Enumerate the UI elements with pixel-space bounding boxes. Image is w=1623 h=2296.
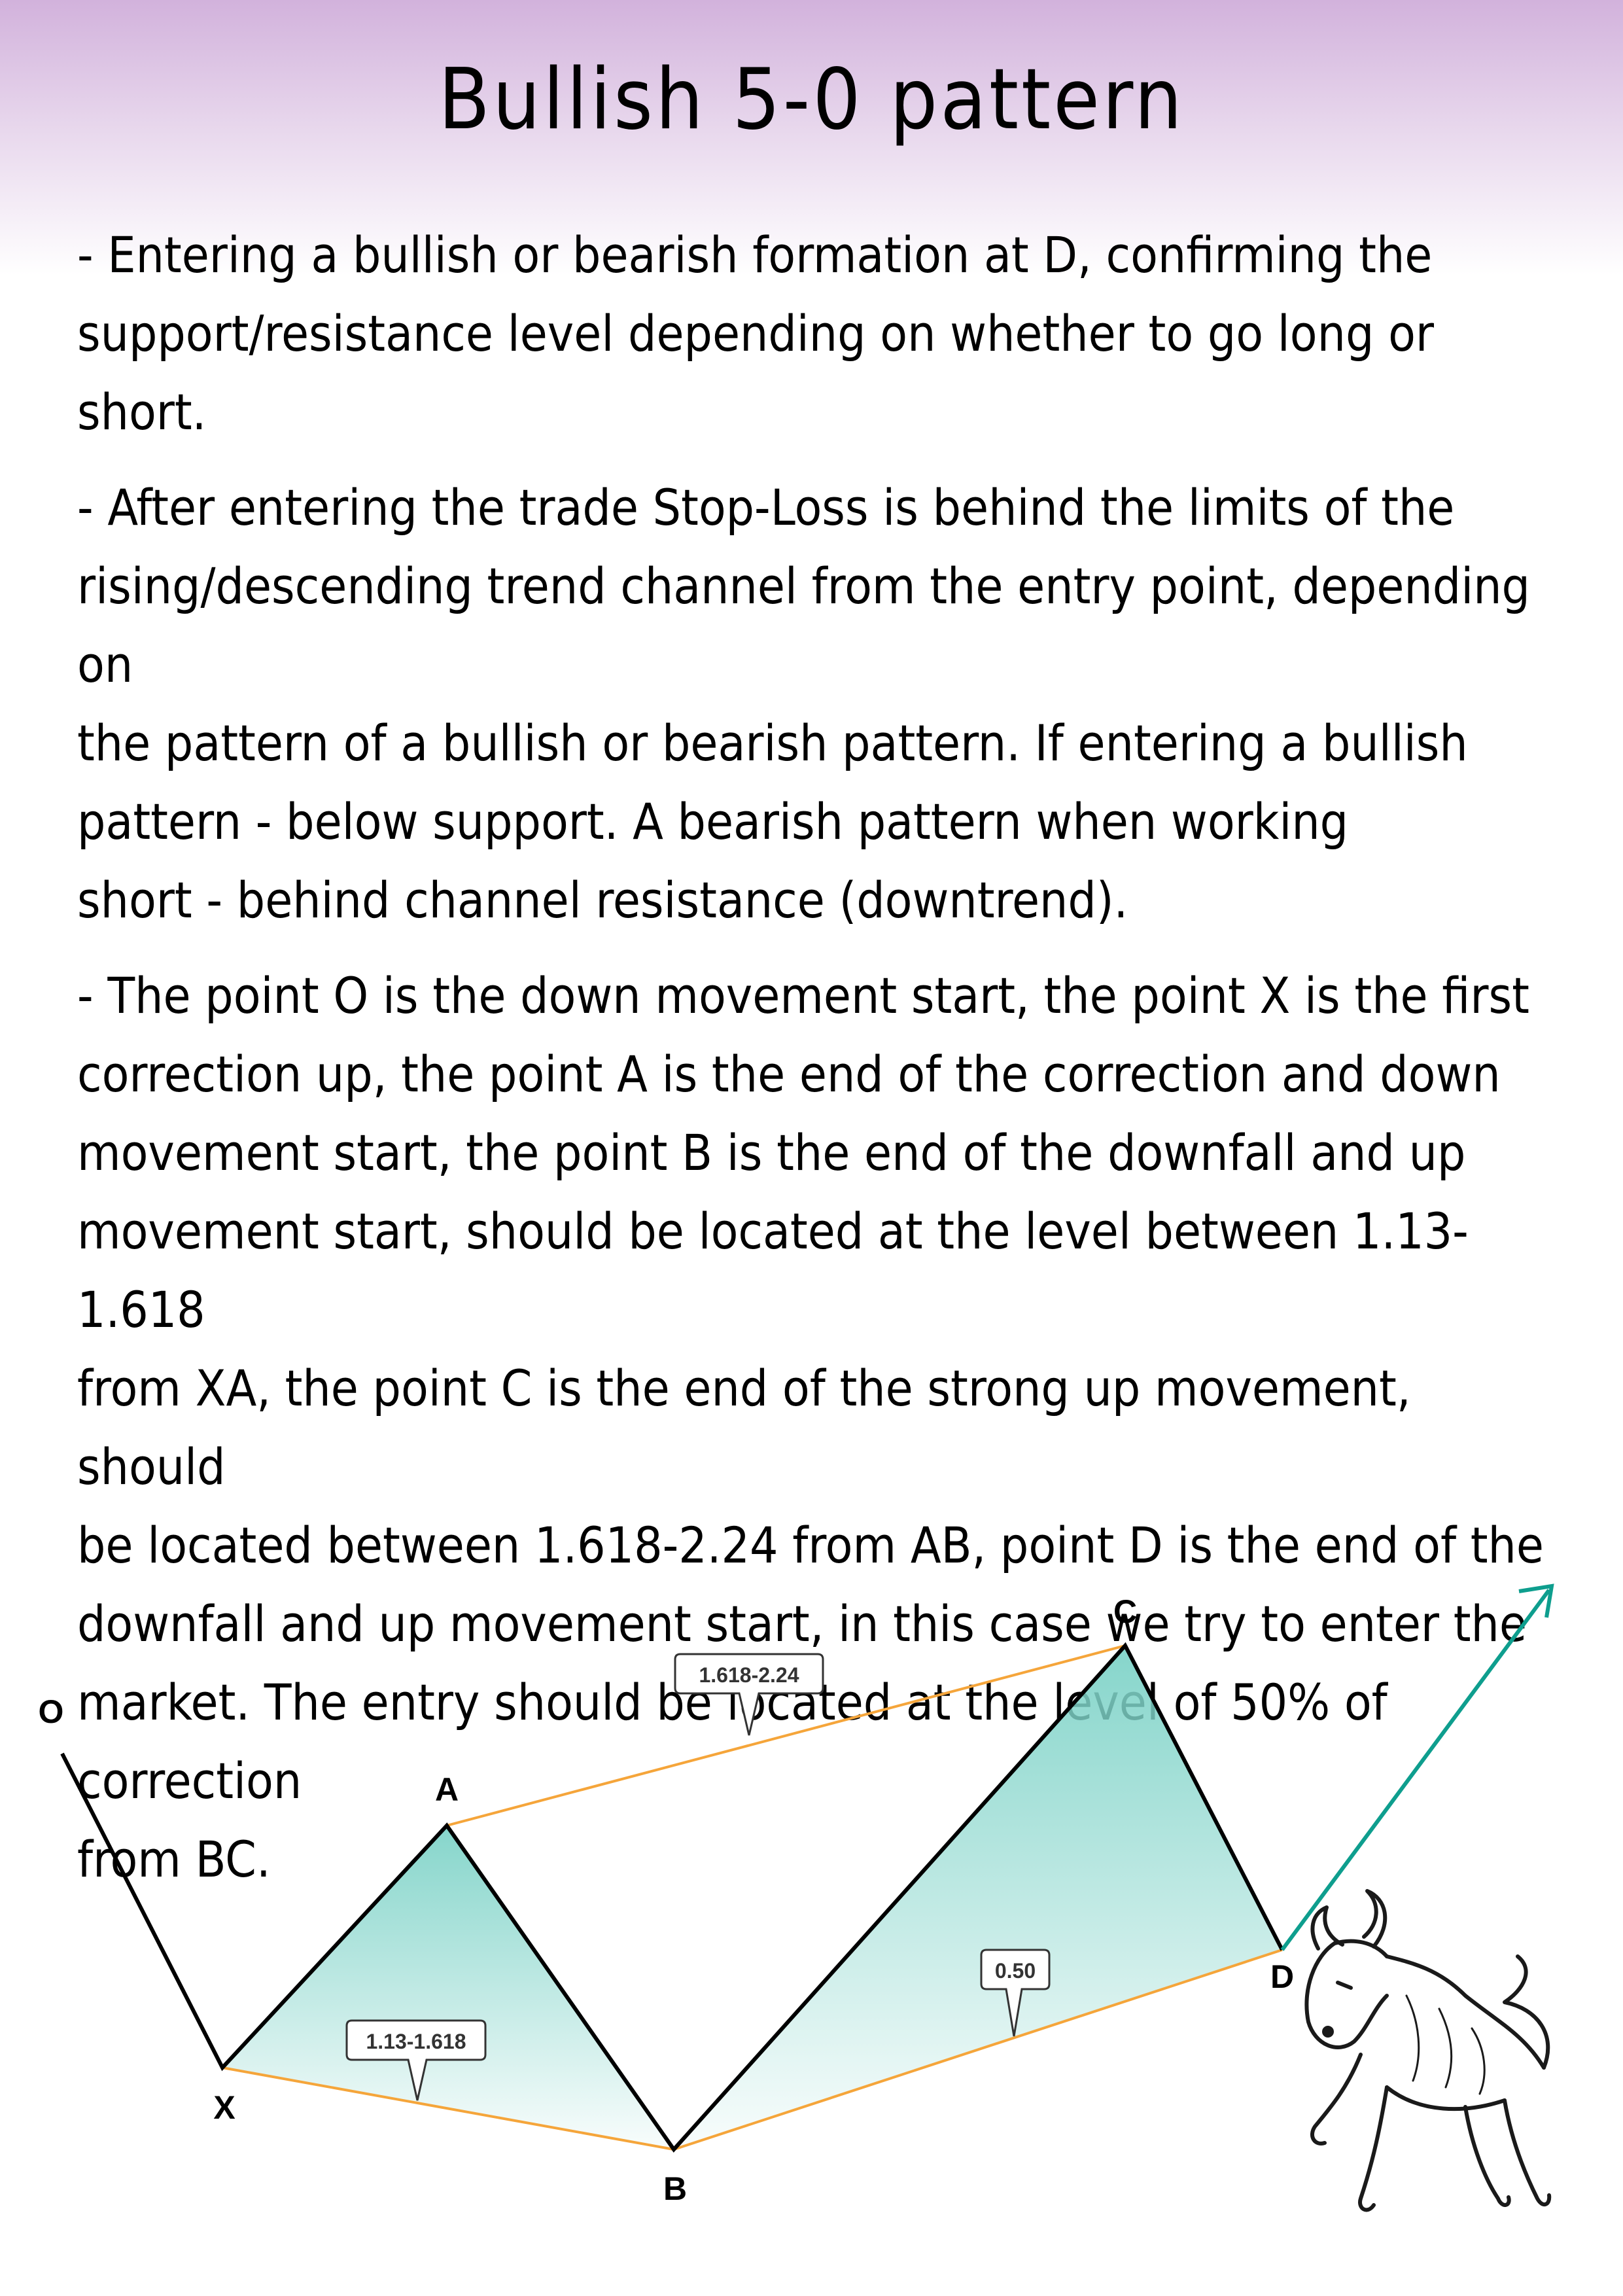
point-label-a: A <box>435 1771 459 1808</box>
paragraph-entry: - Entering a bullish or bearish formatio… <box>77 226 1435 441</box>
paragraph-stop-loss: - After entering the trade Stop-Loss is … <box>77 478 1530 929</box>
callout-xb-label: 1.13-1.618 <box>366 2030 466 2053</box>
arrow-head-icon <box>1518 1583 1554 1618</box>
callout-bd-label: 0.50 <box>995 1959 1036 1983</box>
ac-guide-line <box>446 1644 1126 1827</box>
bd-guide-line <box>673 1949 1283 2151</box>
point-label-x: X <box>213 2089 235 2126</box>
bcd-fill <box>674 1646 1282 2149</box>
pattern-diagram: O X A B C D 1.618-2.24 1.13-1.618 0.50 <box>39 1583 1554 2212</box>
callout-bd: 0.50 <box>980 1949 1051 2037</box>
callout-ac: 1.618-2.24 <box>674 1653 824 1736</box>
point-label-o: O <box>39 1693 64 1730</box>
point-label-c: C <box>1113 1593 1137 1630</box>
zigzag-line <box>60 1642 1284 2153</box>
point-label-b: B <box>663 2170 687 2207</box>
bull-icon <box>1304 1889 1552 2212</box>
breakout-arrow-line <box>1280 1589 1551 1951</box>
point-label-d: D <box>1270 1958 1294 1995</box>
body-text: - Entering a bullish or bearish formatio… <box>77 216 1569 1916</box>
callout-ac-label: 1.618-2.24 <box>699 1663 799 1687</box>
xb-guide-line <box>222 2066 674 2151</box>
paragraph-points: - The point O is the down movement start… <box>77 966 1544 1888</box>
header-gradient <box>0 0 1623 275</box>
page-title: Bullish 5-0 pattern <box>438 51 1185 149</box>
xab-fill <box>222 1826 674 2149</box>
callout-xb: 1.13-1.618 <box>345 2019 487 2101</box>
